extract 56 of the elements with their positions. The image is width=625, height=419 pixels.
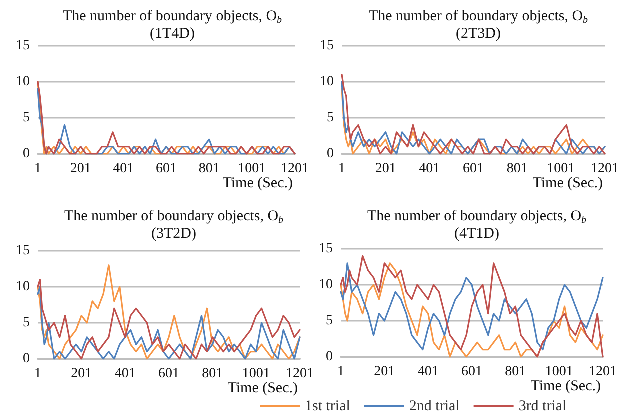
line-series	[37, 264, 301, 360]
chart-subtitle: (4T1D)	[454, 226, 500, 242]
y-tick-label: 15	[16, 38, 30, 54]
y-tick-label: 0	[23, 146, 30, 162]
y-tick-label: 10	[319, 278, 333, 292]
y-tick-label: 5	[23, 110, 30, 126]
x-tick-label: 401	[113, 162, 134, 176]
y-tick-label: 5	[326, 314, 333, 328]
x-tick-label: 1	[338, 162, 346, 176]
legend-label: 3rd trial	[518, 398, 567, 414]
y-tick-label: 0	[23, 352, 30, 366]
x-tick-label: 1201	[281, 162, 309, 176]
chart-subtitle: (2T3D)	[456, 26, 501, 42]
x-tick-label: 401	[114, 366, 136, 382]
x-tick-label: 801	[202, 366, 224, 382]
x-tick-label: 401	[419, 162, 440, 176]
x-tick-label: 401	[418, 364, 439, 380]
x-tick-label: 1	[338, 364, 344, 380]
x-tick-label: 601	[463, 162, 484, 176]
x-tick-label: 601	[462, 364, 482, 380]
x-tick-label: 801	[198, 162, 220, 176]
x-axis-title: Time (Sec.)	[228, 380, 298, 396]
y-tick-label: 0	[326, 350, 333, 364]
x-axis-title: Time (Sec.)	[532, 176, 603, 192]
chart-subtitle: (3T2D)	[152, 226, 196, 242]
x-tick-label: 601	[158, 366, 180, 382]
x-tick-label: 1001	[547, 162, 576, 176]
x-tick-label: 201	[375, 162, 396, 176]
x-axis-title: Time (Sec.)	[222, 176, 293, 192]
y-tick-label: 10	[320, 74, 334, 90]
x-tick-label: 1201	[589, 364, 617, 380]
x-tick-label: 801	[505, 364, 526, 380]
y-tick-label: 5	[327, 110, 334, 126]
chart-subtitle: (1T4D)	[150, 26, 195, 42]
y-tick-label: 0	[327, 146, 334, 162]
x-axis-title: Time (Sec.)	[530, 378, 601, 394]
y-tick-label: 10	[16, 280, 30, 294]
y-tick-label: 15	[319, 242, 333, 256]
y-tick-label: 10	[16, 74, 30, 90]
y-tick-label: 15	[16, 244, 30, 258]
x-tick-label: 1	[34, 366, 42, 382]
x-tick-label: 1201	[286, 366, 314, 382]
x-tick-label: 201	[71, 366, 92, 382]
x-tick-label: 601	[156, 162, 177, 176]
x-tick-label: 1	[34, 162, 42, 176]
legend-label: 2nd trial	[409, 398, 460, 414]
legend-label: 1st trial	[305, 398, 350, 414]
x-tick-label: 801	[506, 162, 528, 176]
x-tick-label: 1001	[545, 364, 574, 380]
x-tick-label: 1001	[242, 366, 270, 382]
x-tick-label: 1001	[238, 162, 266, 176]
y-tick-label: 5	[23, 316, 30, 330]
y-tick-label: 15	[320, 38, 334, 54]
x-tick-label: 201	[374, 364, 396, 380]
x-tick-label: 201	[70, 162, 92, 176]
x-tick-label: 1201	[591, 162, 619, 176]
